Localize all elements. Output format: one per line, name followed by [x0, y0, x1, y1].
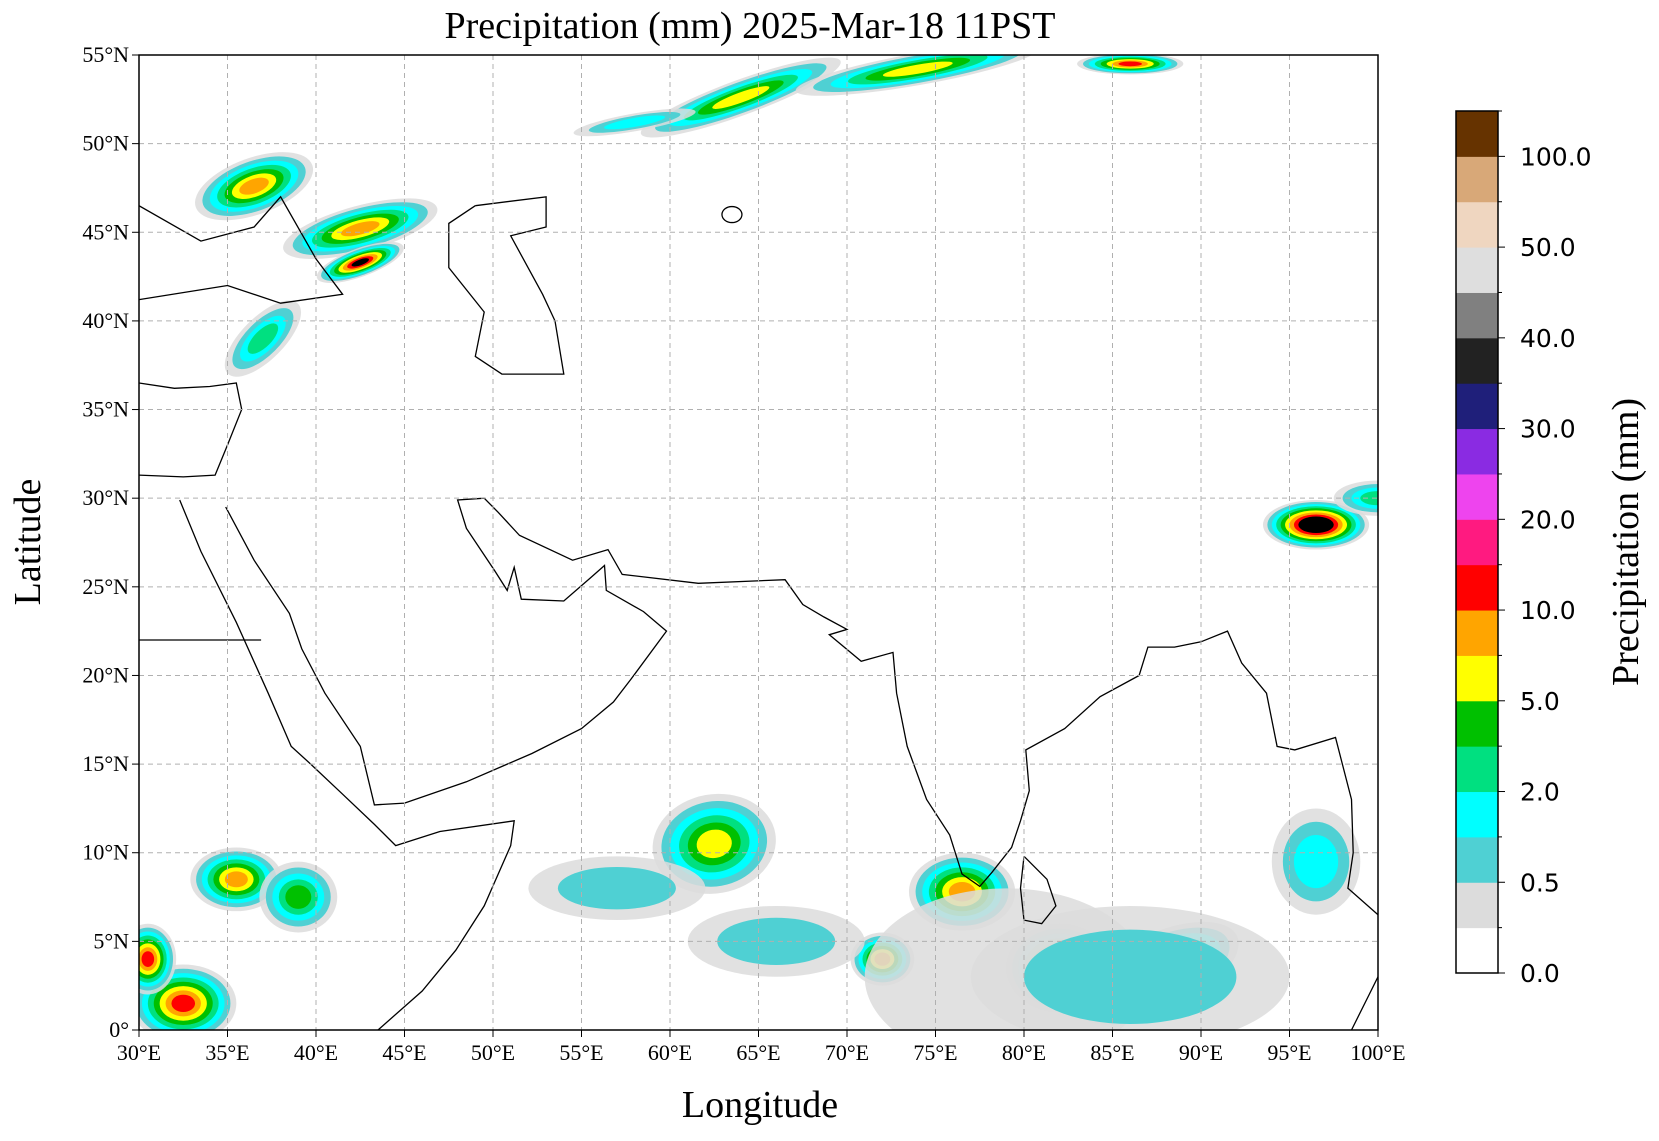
precip-area	[285, 885, 312, 909]
colorbar-tick-label: 50.0	[1520, 233, 1576, 262]
x-tick-label: 35°E	[205, 1040, 249, 1065]
precip-area	[224, 871, 248, 888]
y-tick-label: 50°N	[82, 131, 129, 156]
y-tick-label: 20°N	[82, 662, 129, 687]
x-tick-label: 55°E	[559, 1040, 603, 1065]
colorbar-bin	[1456, 519, 1498, 566]
precip-area	[351, 258, 369, 267]
colorbar-label: Precipitation (mm)	[1605, 398, 1647, 686]
x-tick-label: 30°E	[117, 1040, 161, 1065]
precip-area	[1118, 61, 1142, 67]
precip-area	[712, 86, 770, 109]
x-tick-label: 40°E	[294, 1040, 338, 1065]
colorbar-bin	[1456, 111, 1498, 157]
colorbar-bin	[1456, 791, 1498, 838]
colorbar-tick-label: 100.0	[1520, 142, 1592, 171]
coastline	[225, 497, 1378, 916]
colorbar-bin	[1456, 428, 1498, 475]
colorbar-tick-label: 5.0	[1520, 687, 1560, 716]
y-axis-label: Latitude	[7, 479, 49, 606]
colorbar-bin	[1456, 655, 1498, 702]
precip-area	[1293, 835, 1339, 889]
title: Precipitation (mm) 2025-Mar-18 11PST	[444, 5, 1055, 47]
precip-area	[1360, 491, 1378, 506]
x-tick-label: 100°E	[1350, 1040, 1405, 1065]
y-tick-label: 55°N	[82, 42, 129, 67]
y-tick-label: 15°N	[82, 751, 129, 776]
coastline	[1019, 855, 1057, 925]
precip-area	[717, 917, 836, 965]
colorbar-bin	[1456, 201, 1498, 248]
colorbar-tick-label: 20.0	[1520, 505, 1576, 534]
colorbar-bin	[1456, 836, 1498, 883]
precip-area	[1023, 929, 1237, 1025]
y-tick-label: 45°N	[82, 219, 129, 244]
x-tick-label: 65°E	[736, 1040, 780, 1065]
colorbar-bin	[1456, 746, 1498, 793]
colorbar-bin	[1456, 882, 1498, 929]
x-axis-label: Longitude	[682, 1084, 838, 1126]
colorbar-tick-label: 0.0	[1520, 959, 1560, 988]
x-tick-label: 75°E	[913, 1040, 957, 1065]
coastline	[139, 382, 243, 478]
x-tick-label: 85°E	[1090, 1040, 1134, 1065]
precip-area	[1307, 520, 1325, 529]
colorbar-bin	[1456, 383, 1498, 430]
colorbar-frame	[1455, 110, 1499, 974]
coastline	[139, 195, 344, 304]
y-tick-label: 10°N	[82, 840, 129, 865]
y-tick-label: 35°N	[82, 397, 129, 422]
precip-area	[696, 829, 732, 859]
x-tick-label: 90°E	[1179, 1040, 1223, 1065]
colorbar-bin	[1456, 927, 1498, 974]
precipitation-field	[139, 55, 1378, 1030]
x-tick-label: 60°E	[648, 1040, 692, 1065]
y-tick-label: 25°N	[82, 574, 129, 599]
coastline	[179, 499, 515, 1030]
colorbar-bin	[1456, 473, 1498, 520]
precip-area	[141, 951, 155, 967]
x-tick-label: 80°E	[1002, 1040, 1046, 1065]
colorbar: 0.0 0.5 2.0 5.0 10.0 20.0 30.0 40.0 50.0 100.0	[1455, 110, 1592, 988]
x-tick-label: 45°E	[382, 1040, 426, 1065]
colorbar-bin	[1456, 292, 1498, 339]
precip-area	[557, 866, 676, 910]
colorbar-tick-label: 40.0	[1520, 324, 1576, 353]
coastline	[1350, 976, 1378, 1030]
colorbar-tick-label: 2.0	[1520, 778, 1560, 807]
colorbar-bin	[1456, 610, 1498, 656]
lake	[721, 205, 743, 224]
colorbar-bin	[1456, 156, 1498, 203]
y-tick-label: 30°N	[82, 485, 129, 510]
coastline	[448, 196, 565, 375]
plot-frame	[138, 54, 1379, 1031]
colorbar-bin	[1456, 564, 1498, 611]
colorbar-tick-label: 10.0	[1520, 596, 1576, 625]
precip-area	[239, 177, 269, 195]
y-tick-label: 0°	[109, 1017, 129, 1042]
colorbar-bin	[1456, 247, 1498, 293]
y-tick-label: 5°N	[93, 928, 129, 953]
colorbar-tick-label: 30.0	[1520, 415, 1576, 444]
colorbar-bin	[1456, 337, 1498, 384]
x-tick-label: 50°E	[471, 1040, 515, 1065]
precip-area	[604, 115, 666, 130]
x-tick-label: 70°E	[825, 1040, 869, 1065]
precip-area	[171, 994, 196, 1013]
precip-area	[247, 323, 279, 354]
colorbar-tick-label: 0.5	[1520, 868, 1560, 897]
coastlines	[139, 195, 1378, 1030]
y-tick-label: 40°N	[82, 308, 129, 333]
colorbar-bin	[1456, 700, 1498, 747]
x-tick-label: 95°E	[1267, 1040, 1311, 1065]
